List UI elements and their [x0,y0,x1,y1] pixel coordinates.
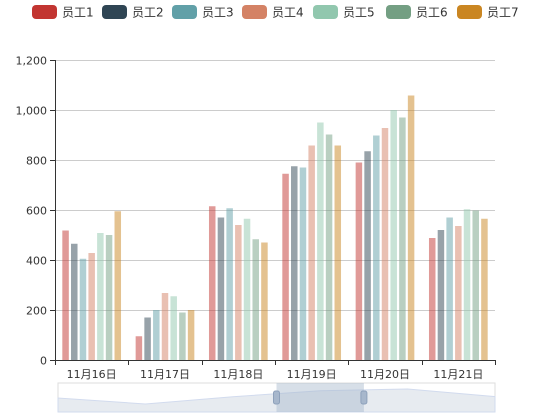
bar[interactable] [208,206,216,360]
legend-swatch[interactable] [102,5,127,19]
bar[interactable] [428,238,436,360]
bar[interactable] [252,239,259,360]
legend-label[interactable]: 员工5 [343,6,375,20]
x-tick-label: 11月17日 [140,368,190,381]
y-tick-label: 1,000 [16,105,48,118]
bar[interactable] [437,230,445,360]
legend-label[interactable]: 员工7 [487,6,519,20]
bar[interactable] [243,218,251,360]
bar[interactable] [187,310,195,360]
y-tick-label: 800 [26,155,47,168]
bar[interactable] [291,166,298,360]
bar[interactable] [381,128,389,360]
bar[interactable] [135,336,143,360]
y-tick-label: 200 [26,305,47,318]
zoom-handle-left[interactable] [273,390,280,405]
bar[interactable] [364,151,371,360]
legend-label[interactable]: 员工2 [132,6,164,20]
bar[interactable] [217,217,225,361]
bar[interactable] [373,135,380,361]
legend-swatch[interactable] [242,5,267,19]
legend-label[interactable]: 员工1 [62,6,94,20]
legend-label[interactable]: 员工4 [272,6,304,20]
bar[interactable] [446,217,453,361]
bar[interactable] [114,211,122,360]
bar[interactable] [282,173,289,360]
bar[interactable] [88,253,95,360]
bar[interactable] [235,225,242,360]
legend-swatch[interactable] [172,5,197,19]
bar[interactable] [325,134,333,361]
y-tick-label: 0 [40,355,47,368]
legend-swatch[interactable] [32,5,57,19]
bar[interactable] [97,233,104,360]
x-tick-label: 11月18日 [213,368,263,381]
bar[interactable] [472,210,479,361]
zoom-selected-range[interactable] [276,383,364,412]
x-tick-label: 11月21日 [433,368,483,381]
bar[interactable] [334,145,342,361]
bar[interactable] [226,208,233,360]
axes: 0 200 400 600 800 1,000 1,200 11月16日 11月17日 11月18… [16,55,496,381]
bar[interactable] [261,242,268,361]
bars[interactable] [62,95,488,361]
bar[interactable] [170,296,177,360]
bar[interactable] [390,110,397,360]
bar[interactable] [179,312,186,361]
data-zoom-slider[interactable] [57,382,496,413]
bar[interactable] [317,122,324,361]
bar[interactable] [299,167,307,361]
bar[interactable] [399,117,406,361]
x-tick-label: 11月19日 [287,368,337,381]
x-tick-label: 11月20日 [360,368,410,381]
bar[interactable] [71,243,78,360]
bar[interactable] [105,235,113,360]
legend-swatch[interactable] [457,5,482,19]
bar[interactable] [308,145,315,361]
bar[interactable] [463,209,471,360]
legend[interactable]: 员工1 员工2 员工3 员工4 员工5 员工6 员工7 [32,5,519,20]
bar[interactable] [153,310,160,360]
y-tick-label: 400 [26,255,47,268]
y-tick-label: 1,200 [16,55,48,68]
bar[interactable] [481,218,488,360]
bar[interactable] [79,258,87,360]
legend-swatch[interactable] [313,5,338,19]
grid [55,60,495,311]
bar[interactable] [355,162,363,361]
bar[interactable] [62,230,69,361]
bar[interactable] [144,317,151,361]
x-tick-label: 11月16日 [67,368,117,381]
legend-swatch[interactable] [386,5,411,19]
bar[interactable] [455,226,462,360]
legend-label[interactable]: 员工3 [202,6,234,20]
y-tick-label: 600 [26,205,47,218]
legend-label[interactable]: 员工6 [416,6,448,20]
bar[interactable] [161,293,169,360]
bar[interactable] [407,95,415,361]
zoom-handle-right[interactable] [360,390,368,405]
